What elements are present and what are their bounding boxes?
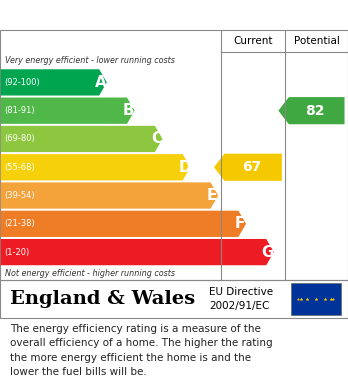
Text: D: D (178, 160, 191, 175)
Polygon shape (1, 211, 246, 237)
Text: Potential: Potential (294, 36, 340, 46)
Polygon shape (278, 97, 345, 124)
Polygon shape (1, 154, 190, 180)
Text: Very energy efficient - lower running costs: Very energy efficient - lower running co… (5, 56, 175, 65)
Polygon shape (1, 182, 218, 209)
Text: F: F (235, 216, 245, 231)
Text: (69-80): (69-80) (4, 135, 35, 143)
Text: G: G (262, 245, 274, 260)
Text: Not energy efficient - higher running costs: Not energy efficient - higher running co… (5, 269, 175, 278)
Text: A: A (95, 75, 107, 90)
Text: (81-91): (81-91) (4, 106, 35, 115)
Text: England & Wales: England & Wales (10, 290, 196, 308)
Polygon shape (1, 126, 163, 152)
Text: (1-20): (1-20) (4, 248, 30, 256)
Text: Energy Efficiency Rating: Energy Efficiency Rating (14, 7, 235, 23)
Text: The energy efficiency rating is a measure of the
overall efficiency of a home. T: The energy efficiency rating is a measur… (10, 324, 273, 377)
Text: 82: 82 (305, 104, 325, 118)
Text: (92-100): (92-100) (4, 78, 40, 87)
Text: (21-38): (21-38) (4, 219, 35, 228)
Polygon shape (214, 154, 282, 181)
Text: C: C (151, 131, 162, 147)
Polygon shape (1, 97, 135, 124)
Text: (55-68): (55-68) (4, 163, 35, 172)
Text: E: E (207, 188, 218, 203)
Polygon shape (1, 239, 274, 265)
Text: Current: Current (234, 36, 273, 46)
Text: EU Directive
2002/91/EC: EU Directive 2002/91/EC (209, 287, 273, 311)
Text: 67: 67 (242, 160, 261, 174)
Text: (39-54): (39-54) (4, 191, 35, 200)
Bar (291, 283, 341, 315)
Text: B: B (123, 103, 135, 118)
Polygon shape (1, 69, 107, 95)
